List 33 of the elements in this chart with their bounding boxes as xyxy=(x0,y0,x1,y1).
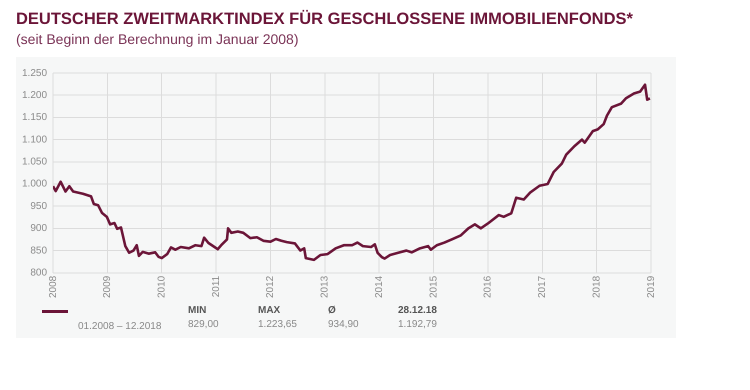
x-tick-label: 2008 xyxy=(48,275,59,298)
x-tick-label: 2009 xyxy=(102,275,114,298)
x-tick-label: 2015 xyxy=(428,275,440,298)
y-tick-label: 850 xyxy=(30,245,48,256)
y-tick-label: 1.050 xyxy=(22,156,48,168)
y-tick-label: 1.100 xyxy=(22,134,48,146)
x-tick-label: 2019 xyxy=(646,275,657,298)
y-tick-label: 1.150 xyxy=(22,112,48,124)
y-tick-label: 800 xyxy=(30,268,48,279)
text: MIN xyxy=(188,305,208,316)
text: 28.12.18 xyxy=(398,305,438,316)
x-tick-label: 2017 xyxy=(537,275,548,298)
text: 934,90 xyxy=(328,319,360,330)
y-tick-label: 950 xyxy=(30,200,48,212)
chart-subtitle: (seit Beginn der Berechnung im Januar 2008) xyxy=(16,31,300,47)
y-tick-label: 1.250 xyxy=(22,68,48,79)
x-tick-label: 2010 xyxy=(156,275,168,298)
x-tick-label: 2011 xyxy=(210,275,222,298)
x-tick-label: 2014 xyxy=(374,275,385,298)
text: MAX xyxy=(258,305,282,316)
y-tick-label: 1.200 xyxy=(22,90,48,101)
chart-title: DEUTSCHER ZWEITMARKTINDEX FÜR GESCHLOSSENE IMMOBILIENFONDS* xyxy=(16,10,634,29)
x-tick-label: 2016 xyxy=(482,275,494,298)
y-tick-label: 1.000 xyxy=(22,178,48,190)
x-tick-label: 2013 xyxy=(320,275,331,298)
text: 829,00 xyxy=(188,319,220,330)
text: 1.192,79 xyxy=(398,319,438,330)
y-tick-label: 900 xyxy=(30,223,48,234)
x-tick-label: 2012 xyxy=(265,275,276,298)
x-tick-label: 2018 xyxy=(591,275,602,298)
text: Ø xyxy=(328,305,337,316)
text: 1.223,65 xyxy=(258,319,298,330)
text: 01.2008 – 12.2018 xyxy=(78,321,162,332)
